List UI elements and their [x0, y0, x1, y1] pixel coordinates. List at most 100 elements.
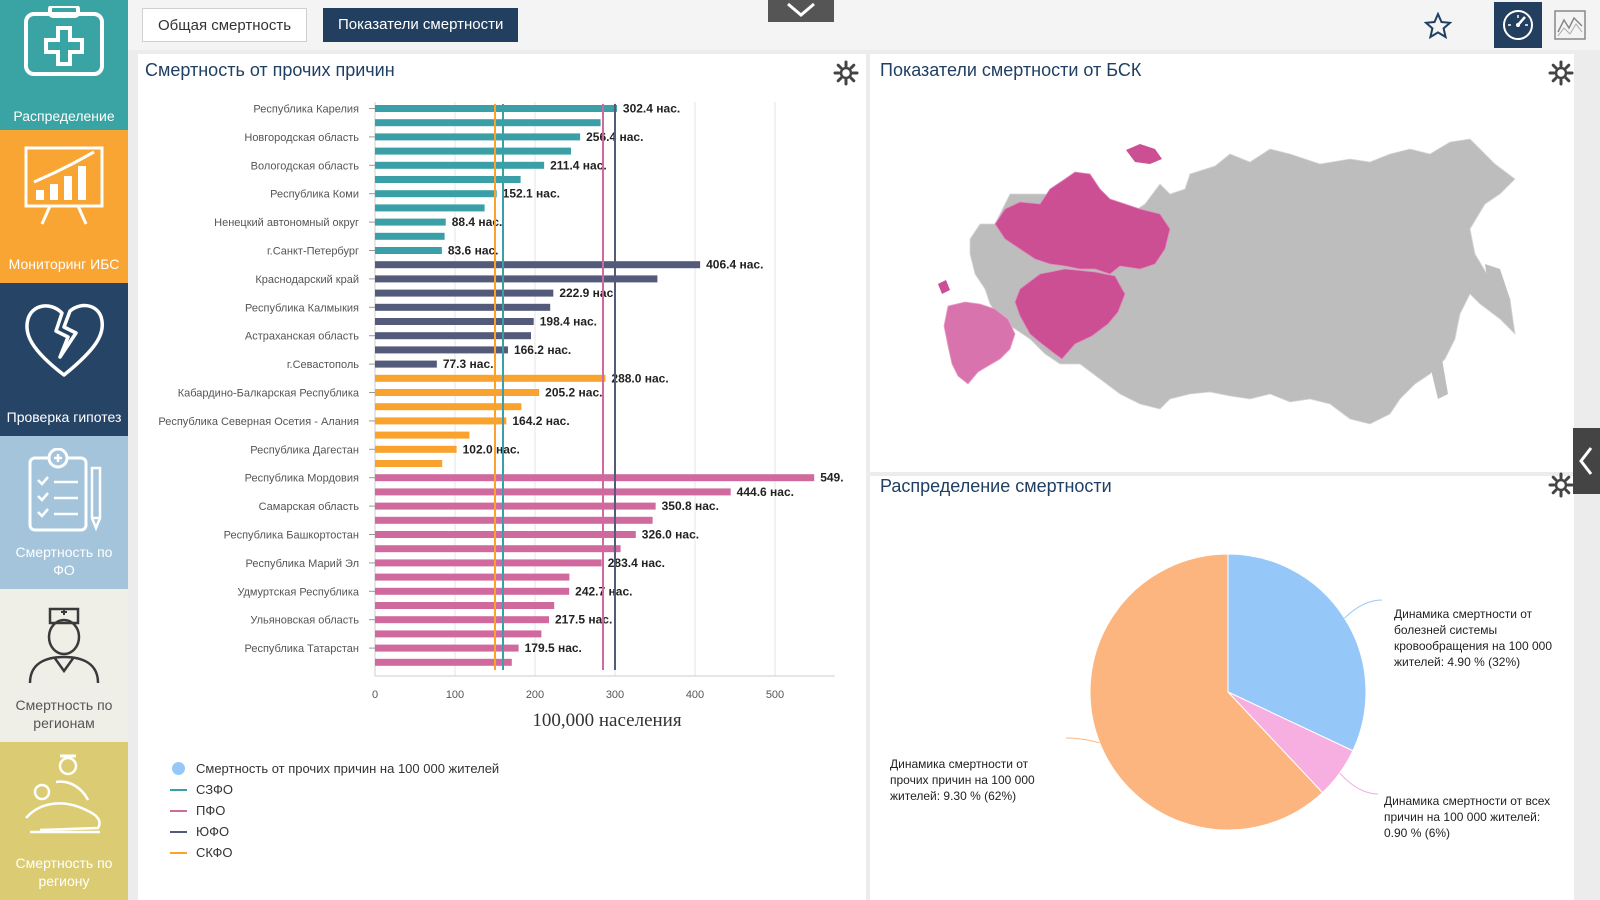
bar[interactable]: [375, 133, 581, 141]
bar[interactable]: [375, 332, 531, 340]
sidebar-item-mortality-regions[interactable]: Смертность по регионам: [0, 589, 128, 742]
legend-group-label: ПФО: [196, 803, 226, 818]
bar[interactable]: [375, 516, 653, 524]
bar[interactable]: [375, 630, 542, 638]
line-chart-icon[interactable]: [1554, 10, 1586, 40]
bar[interactable]: [375, 190, 497, 198]
bar[interactable]: [375, 417, 507, 425]
bar[interactable]: [375, 431, 470, 439]
pie-slice[interactable]: [1089, 553, 1324, 831]
bar[interactable]: [375, 247, 442, 254]
russia-map[interactable]: [870, 54, 1574, 472]
bar[interactable]: [375, 275, 658, 283]
sidebar-item-hypothesis-check[interactable]: Проверка гипотез: [0, 283, 128, 436]
category-label: Вологодская область: [251, 160, 360, 172]
map-panel: Показатели смертности от БСК: [870, 54, 1574, 472]
bar[interactable]: [375, 559, 602, 567]
bar[interactable]: [375, 602, 555, 609]
legend-series-label: Смертность от прочих причин на 100 000 ж…: [196, 761, 500, 776]
pie-label-bsk: Динамика смертности от болезней системы …: [1394, 607, 1552, 669]
tab-mortality-indicators[interactable]: Показатели смертности: [323, 8, 519, 42]
legend-group-ufo[interactable]: ЮФО: [170, 821, 499, 842]
bar[interactable]: [375, 389, 540, 396]
category-label: Ульяновская область: [250, 615, 359, 627]
map-region-szfo[interactable]: [994, 171, 1171, 275]
legend-group-pfo[interactable]: ПФО: [170, 800, 499, 821]
bar[interactable]: [375, 161, 545, 169]
pie-slice[interactable]: [1227, 553, 1367, 752]
bar[interactable]: [375, 644, 519, 652]
bar[interactable]: [375, 147, 571, 155]
category-label: Республика Мордовия: [245, 473, 359, 485]
bar[interactable]: [375, 374, 606, 382]
dashboard-button[interactable]: [1494, 2, 1542, 48]
sidebar-item-mortality-fo[interactable]: Смертность по ФО: [0, 436, 128, 589]
map-island-novaya-zemlya[interactable]: [1126, 144, 1162, 164]
data-label: 102.0 нас.: [463, 442, 520, 456]
bar[interactable]: [375, 289, 554, 297]
pie-panel: Распределение смертности Динамика смертн…: [870, 472, 1574, 900]
expand-toolbar-button[interactable]: [768, 0, 834, 22]
bar[interactable]: [375, 303, 551, 311]
legend-series[interactable]: Смертность от прочих причин на 100 000 ж…: [170, 758, 499, 779]
star-icon[interactable]: [1424, 12, 1452, 40]
map-island-kamchatka[interactable]: [1485, 264, 1510, 319]
bar[interactable]: [375, 346, 508, 354]
x-tick-label: 100: [446, 689, 464, 701]
medical-kit-icon: [24, 6, 104, 76]
sidebar-item-label: Проверка гипотез: [6, 409, 122, 425]
sidebar-item-mortality-region[interactable]: Смертность по региону: [0, 742, 128, 900]
gear-icon[interactable]: [1548, 472, 1574, 498]
bar[interactable]: [375, 658, 512, 666]
bar[interactable]: [375, 587, 570, 595]
bar[interactable]: [375, 403, 522, 411]
bar[interactable]: [375, 488, 731, 496]
data-label: 288.0 нас.: [611, 371, 668, 385]
bar[interactable]: [375, 616, 549, 624]
top-bar: Общая смертность Показатели смертности: [128, 0, 1600, 50]
bar[interactable]: [375, 573, 570, 581]
bar[interactable]: [375, 232, 445, 240]
panel-title: Смертность от прочих причин: [145, 60, 395, 80]
tab-general-mortality[interactable]: Общая смертность: [142, 8, 308, 42]
map-island-sakhalin[interactable]: [1430, 354, 1448, 399]
bar[interactable]: [375, 460, 443, 467]
map-kaliningrad[interactable]: [938, 280, 950, 294]
bar[interactable]: [375, 261, 701, 269]
bar[interactable]: [375, 445, 457, 453]
map-region-south[interactable]: [943, 301, 1016, 385]
data-label: 406.4 нас.: [706, 258, 763, 272]
bar[interactable]: [375, 204, 485, 212]
x-tick-label: 300: [606, 689, 624, 701]
bar[interactable]: [375, 176, 521, 183]
legend-group-szfo[interactable]: СЗФО: [170, 779, 499, 800]
category-label: Республика Коми: [270, 189, 359, 201]
bar[interactable]: [375, 545, 621, 553]
nurse-icon: [28, 607, 100, 684]
category-label: Республика Карелия: [253, 104, 359, 116]
bar[interactable]: [375, 318, 534, 325]
bar[interactable]: [375, 502, 656, 510]
collapse-panel-button[interactable]: [1573, 428, 1600, 494]
bar[interactable]: [375, 119, 601, 127]
category-label: Республика Башкортостан: [224, 530, 359, 542]
gear-icon[interactable]: [1548, 60, 1574, 86]
x-tick-label: 200: [526, 689, 544, 701]
sidebar-item-ibs-monitoring[interactable]: Мониторинг ИБС: [0, 130, 128, 283]
data-label: 198.4 нас.: [540, 315, 597, 329]
sidebar-item-label: Смертность по регионам: [15, 697, 113, 731]
map-region-pfo[interactable]: [1014, 268, 1126, 360]
bar[interactable]: [375, 474, 815, 482]
broken-heart-icon: [25, 303, 105, 377]
category-label: Самарская область: [259, 501, 360, 513]
sidebar-item-regions-distribution[interactable]: Распределение регионов: [0, 0, 128, 153]
bar[interactable]: [375, 218, 446, 226]
pie-connector: [1339, 772, 1379, 795]
chart-legend: Смертность от прочих причин на 100 000 ж…: [170, 758, 499, 863]
data-label: 179.5 нас.: [525, 641, 582, 655]
gear-icon[interactable]: [833, 60, 859, 86]
clipboard-checklist-icon: [28, 448, 102, 532]
bar[interactable]: [375, 531, 636, 538]
legend-group-skfo[interactable]: СКФО: [170, 842, 499, 863]
bar[interactable]: [375, 360, 437, 368]
